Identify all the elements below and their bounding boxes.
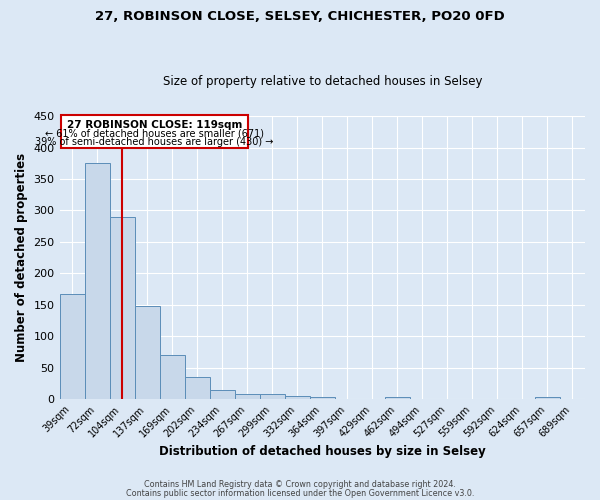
Bar	[209, 390, 235, 399]
Bar	[260, 394, 285, 399]
Bar	[185, 377, 209, 399]
Bar	[110, 216, 134, 399]
Bar	[134, 306, 160, 399]
Text: 39% of semi-detached houses are larger (430) →: 39% of semi-detached houses are larger (…	[35, 138, 274, 147]
Y-axis label: Number of detached properties: Number of detached properties	[15, 153, 28, 362]
Bar	[85, 163, 110, 399]
Text: 27 ROBINSON CLOSE: 119sqm: 27 ROBINSON CLOSE: 119sqm	[67, 120, 242, 130]
Text: ← 61% of detached houses are smaller (671): ← 61% of detached houses are smaller (67…	[45, 128, 264, 138]
Bar	[385, 397, 410, 399]
Text: 27, ROBINSON CLOSE, SELSEY, CHICHESTER, PO20 0FD: 27, ROBINSON CLOSE, SELSEY, CHICHESTER, …	[95, 10, 505, 23]
X-axis label: Distribution of detached houses by size in Selsey: Distribution of detached houses by size …	[159, 444, 485, 458]
FancyBboxPatch shape	[61, 115, 248, 148]
Bar	[285, 396, 310, 399]
Bar	[235, 394, 260, 399]
Text: Contains HM Land Registry data © Crown copyright and database right 2024.: Contains HM Land Registry data © Crown c…	[144, 480, 456, 489]
Bar	[59, 294, 85, 399]
Bar	[310, 397, 335, 399]
Bar	[160, 355, 185, 399]
Text: Contains public sector information licensed under the Open Government Licence v3: Contains public sector information licen…	[126, 490, 474, 498]
Title: Size of property relative to detached houses in Selsey: Size of property relative to detached ho…	[163, 76, 482, 88]
Bar	[535, 397, 560, 399]
